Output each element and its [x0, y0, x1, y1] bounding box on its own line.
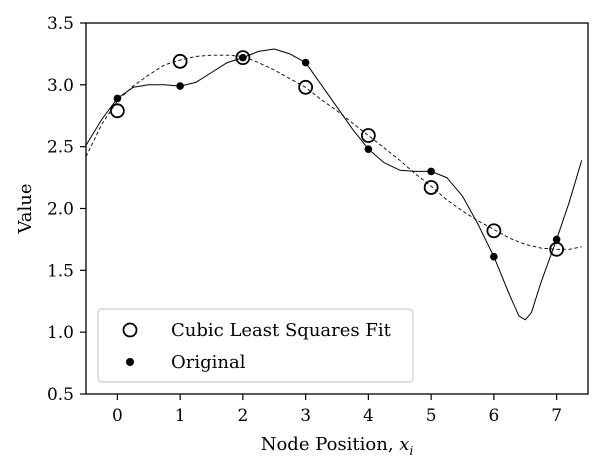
- y-tick-label: 1.5: [47, 261, 74, 281]
- legend-label-fit: Cubic Least Squares Fit: [171, 320, 392, 341]
- y-tick-label: 3.0: [47, 76, 74, 96]
- fit-curve-dashed: [85, 54, 582, 250]
- y-tick-label: 3.5: [47, 14, 74, 34]
- x-axis-label: Node Position, xi: [261, 434, 414, 458]
- original-point: [364, 145, 373, 153]
- fit-point: [109, 103, 125, 119]
- y-tick-label: 2.0: [47, 200, 74, 220]
- y-tick-label: 1.0: [47, 323, 74, 343]
- y-axis-label: Value: [15, 183, 36, 234]
- interpolant-curve-solid: [85, 48, 583, 321]
- fit-point: [360, 128, 376, 143]
- curves-layer: [85, 48, 583, 321]
- x-tick-label: 5: [426, 406, 437, 426]
- legend-label-original: Original: [171, 352, 246, 373]
- original-point: [490, 252, 498, 261]
- x-tick-label: 4: [363, 406, 374, 426]
- original-point: [552, 235, 561, 244]
- fit-point: [235, 50, 251, 66]
- y-tick-label: 2.5: [47, 138, 74, 158]
- fit-point: [486, 223, 502, 239]
- original-point: [427, 167, 435, 176]
- x-axis-label-variable: x: [399, 434, 409, 455]
- x-axis-label-subscript: i: [409, 444, 413, 458]
- x-tick-label: 1: [175, 406, 186, 426]
- x-tick-label: 7: [551, 406, 562, 426]
- x-tick-label: 6: [488, 406, 499, 426]
- legend-marker-fit: [122, 322, 138, 338]
- x-tick-label: 2: [237, 406, 248, 426]
- original-point: [176, 82, 184, 90]
- original-point: [301, 58, 310, 67]
- fit-point: [172, 53, 188, 69]
- x-tick-label: 3: [300, 406, 311, 426]
- legend: Cubic Least Squares Fit Original: [97, 308, 414, 383]
- fit-point: [423, 180, 439, 195]
- ticks-layer: 0 1 2 3 4 5 6 7 0.5 1.0 1.5 2.0 2.5 3.0 3.5: [47, 14, 562, 426]
- points-layer: [109, 50, 565, 261]
- y-tick-label: 0.5: [47, 385, 74, 405]
- original-point: [239, 53, 247, 62]
- x-tick-label: 0: [112, 406, 123, 426]
- legend-box: [97, 308, 414, 383]
- original-point: [113, 94, 122, 103]
- fit-point: [298, 79, 314, 95]
- legend-marker-original: [126, 358, 134, 366]
